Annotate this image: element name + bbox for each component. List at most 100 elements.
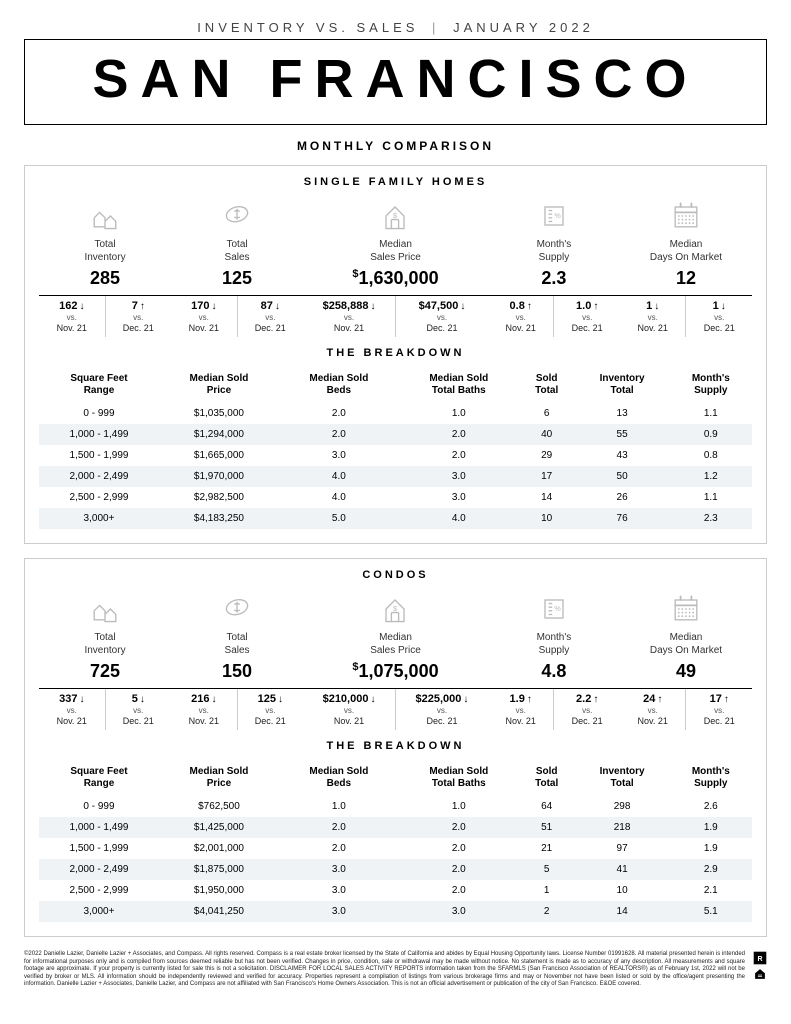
panel-title: SINGLE FAMILY HOMES	[39, 176, 752, 188]
compare-nov: 0.8↑ vs. Nov. 21	[488, 296, 554, 337]
compare-nov: 162↓ vs. Nov. 21	[39, 296, 105, 337]
cell-beds: 3.0	[279, 901, 399, 922]
cell-inv: 298	[575, 796, 670, 817]
stat-label: TotalSales	[171, 238, 303, 264]
compare-row: 162↓ vs. Nov. 21 7↑ vs. Dec. 21	[39, 295, 171, 337]
stat-label: MedianSales Price	[303, 631, 488, 657]
compare-row: 1↓ vs. Nov. 21 1↓ vs. Dec. 21	[620, 295, 752, 337]
cell-price: $1,665,000	[159, 445, 279, 466]
cell-sold: 14	[519, 487, 575, 508]
breakdown-row: 2,500 - 2,999 $1,950,000 3.0 2.0 1 10 2.…	[39, 880, 752, 901]
median_price-icon: $	[303, 198, 488, 234]
breakdown-row: 3,000+ $4,041,250 3.0 3.0 2 14 5.1	[39, 901, 752, 922]
compare-row: 1.9↑ vs. Nov. 21 2.2↑ vs. Dec. 21	[488, 688, 620, 730]
col-price: Median SoldPrice	[159, 760, 279, 796]
cell-inv: 50	[575, 466, 670, 487]
stat-supply: % Month'sSupply 4.8 1.9↑ vs. Nov. 21 2.2…	[488, 591, 620, 730]
cell-range: 2,000 - 2,499	[39, 466, 159, 487]
cell-inv: 97	[575, 838, 670, 859]
cell-supply: 2.9	[670, 859, 752, 880]
cell-baths: 3.0	[399, 901, 519, 922]
median_price-icon: $	[303, 591, 488, 627]
cell-sold: 10	[519, 508, 575, 529]
cell-beds: 5.0	[279, 508, 399, 529]
stat-value: 725	[39, 661, 171, 682]
cell-range: 3,000+	[39, 508, 159, 529]
cell-sold: 64	[519, 796, 575, 817]
svg-text:$: $	[393, 211, 397, 220]
breakdown-title: THE BREAKDOWN	[39, 740, 752, 752]
stat-value: 150	[171, 661, 303, 682]
cell-beds: 3.0	[279, 445, 399, 466]
stat-value: $1,075,000	[303, 661, 488, 682]
cell-beds: 3.0	[279, 880, 399, 901]
breakdown-row: 1,500 - 1,999 $2,001,000 2.0 2.0 21 97 1…	[39, 838, 752, 859]
breakdown-title: THE BREAKDOWN	[39, 347, 752, 359]
cell-baths: 4.0	[399, 508, 519, 529]
cell-inv: 55	[575, 424, 670, 445]
compare-dec: 1↓ vs. Dec. 21	[685, 296, 752, 337]
stat-median_price: $ MedianSales Price $1,075,000 $210,000↓…	[303, 591, 488, 730]
cell-price: $4,183,250	[159, 508, 279, 529]
breakdown-table: Square FeetRange Median SoldPrice Median…	[39, 367, 752, 529]
compare-dec: 7↑ vs. Dec. 21	[105, 296, 172, 337]
svg-text:$: $	[393, 604, 397, 613]
cell-price: $4,041,250	[159, 901, 279, 922]
cell-price: $1,294,000	[159, 424, 279, 445]
cell-price: $1,035,000	[159, 403, 279, 424]
subtitle-left: INVENTORY VS. SALES	[197, 20, 418, 35]
supply-icon: %	[488, 591, 620, 627]
compare-nov: $210,000↓ vs. Nov. 21	[303, 689, 395, 730]
compare-row: 337↓ vs. Nov. 21 5↓ vs. Dec. 21	[39, 688, 171, 730]
stat-median_price: $ MedianSales Price $1,630,000 $258,888↓…	[303, 198, 488, 337]
cell-inv: 14	[575, 901, 670, 922]
col-inventory: InventoryTotal	[575, 367, 670, 403]
cell-beds: 2.0	[279, 817, 399, 838]
cell-range: 0 - 999	[39, 796, 159, 817]
stat-sales: TotalSales 150 216↓ vs. Nov. 21 125↓ vs.…	[171, 591, 303, 730]
stat-dom: MedianDays On Market 49 24↑ vs. Nov. 21 …	[620, 591, 752, 730]
cell-price: $1,950,000	[159, 880, 279, 901]
compare-dec: $225,000↓ vs. Dec. 21	[395, 689, 488, 730]
compare-row: 216↓ vs. Nov. 21 125↓ vs. Dec. 21	[171, 688, 303, 730]
stat-inventory: TotalInventory 725 337↓ vs. Nov. 21 5↓ v…	[39, 591, 171, 730]
cell-range: 2,500 - 2,999	[39, 880, 159, 901]
stat-value: 12	[620, 268, 752, 289]
compare-nov: 1↓ vs. Nov. 21	[620, 296, 686, 337]
cell-beds: 2.0	[279, 403, 399, 424]
stat-label: TotalInventory	[39, 631, 171, 657]
cell-baths: 2.0	[399, 838, 519, 859]
breakdown-row: 2,500 - 2,999 $2,982,500 4.0 3.0 14 26 1…	[39, 487, 752, 508]
col-range: Square FeetRange	[39, 760, 159, 796]
compare-nov: $258,888↓ vs. Nov. 21	[303, 296, 395, 337]
cell-price: $2,982,500	[159, 487, 279, 508]
cell-supply: 1.9	[670, 838, 752, 859]
cell-baths: 2.0	[399, 424, 519, 445]
breakdown-row: 1,000 - 1,499 $1,294,000 2.0 2.0 40 55 0…	[39, 424, 752, 445]
cell-sold: 51	[519, 817, 575, 838]
col-supply: Month'sSupply	[670, 760, 752, 796]
cell-supply: 5.1	[670, 901, 752, 922]
dom-icon	[620, 591, 752, 627]
cell-range: 1,000 - 1,499	[39, 817, 159, 838]
stat-value: $1,630,000	[303, 268, 488, 289]
cell-baths: 2.0	[399, 817, 519, 838]
col-range: Square FeetRange	[39, 367, 159, 403]
panel: CONDOS TotalInventory 725 337↓ vs. Nov. …	[24, 558, 767, 937]
cell-range: 3,000+	[39, 901, 159, 922]
stat-value: 125	[171, 268, 303, 289]
subtitle-divider: |	[432, 20, 439, 35]
compare-nov: 337↓ vs. Nov. 21	[39, 689, 105, 730]
cell-inv: 218	[575, 817, 670, 838]
cell-baths: 3.0	[399, 487, 519, 508]
cell-inv: 10	[575, 880, 670, 901]
cell-price: $2,001,000	[159, 838, 279, 859]
stat-supply: % Month'sSupply 2.3 0.8↑ vs. Nov. 21 1.0…	[488, 198, 620, 337]
col-baths: Median SoldTotal Baths	[399, 760, 519, 796]
inventory-icon	[39, 198, 171, 234]
stat-value: 2.3	[488, 268, 620, 289]
svg-text:R: R	[757, 956, 762, 963]
col-sold: SoldTotal	[519, 760, 575, 796]
sales-icon	[171, 591, 303, 627]
compare-dec: 1.0↑ vs. Dec. 21	[553, 296, 620, 337]
